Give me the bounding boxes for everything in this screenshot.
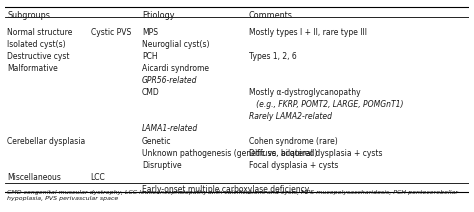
Text: Destructive cyst: Destructive cyst <box>7 52 70 61</box>
Text: Types 1, 2, 6: Types 1, 2, 6 <box>248 52 296 61</box>
Text: (e.g., FKRP, POMT2, LARGE, POMGnT1): (e.g., FKRP, POMT2, LARGE, POMGnT1) <box>248 100 403 109</box>
Text: Etiology: Etiology <box>142 11 174 20</box>
Text: MPS: MPS <box>142 28 158 37</box>
Text: Focal dysplasia + cysts: Focal dysplasia + cysts <box>248 161 338 170</box>
Text: Isolated cyst(s): Isolated cyst(s) <box>7 40 66 49</box>
Text: Disruptive: Disruptive <box>142 161 182 170</box>
Text: LCC: LCC <box>91 173 105 182</box>
Text: Rarely LAMA2-related: Rarely LAMA2-related <box>248 112 332 121</box>
Text: Unknown pathogenesis (genetic vs. acquired): Unknown pathogenesis (genetic vs. acquir… <box>142 149 317 158</box>
Text: Genetic: Genetic <box>142 137 171 146</box>
Text: Subgroups: Subgroups <box>7 11 50 20</box>
Text: LAMA1-related: LAMA1-related <box>142 124 198 134</box>
Text: PCH: PCH <box>142 52 157 61</box>
Text: Diffuse, bilateral dysplasia + cysts: Diffuse, bilateral dysplasia + cysts <box>248 149 382 158</box>
Text: Early-onset multiple carboxylase deficiency: Early-onset multiple carboxylase deficie… <box>142 185 309 194</box>
Text: Comments: Comments <box>248 11 292 20</box>
Text: Miscellaneous: Miscellaneous <box>7 173 61 182</box>
Text: GPR56-related: GPR56-related <box>142 76 197 85</box>
Text: Cerebellar dysplasia: Cerebellar dysplasia <box>7 137 85 146</box>
Text: Malformative: Malformative <box>7 64 58 73</box>
Text: Aicardi syndrome: Aicardi syndrome <box>142 64 209 73</box>
Text: Cystic PVS: Cystic PVS <box>91 28 131 37</box>
Text: Neuroglial cyst(s): Neuroglial cyst(s) <box>142 40 210 49</box>
Text: CMD congenital muscular dystrophy, LCC leukoencephalopathy with calcifications a: CMD congenital muscular dystrophy, LCC l… <box>7 190 458 201</box>
Text: Cohen syndrome (rare): Cohen syndrome (rare) <box>248 137 337 146</box>
Text: CMD: CMD <box>142 88 160 97</box>
Text: Mostly α-dystroglycanopathy: Mostly α-dystroglycanopathy <box>248 88 360 97</box>
Text: Mostly types I + II, rare type III: Mostly types I + II, rare type III <box>248 28 366 37</box>
Text: Normal structure: Normal structure <box>7 28 73 37</box>
